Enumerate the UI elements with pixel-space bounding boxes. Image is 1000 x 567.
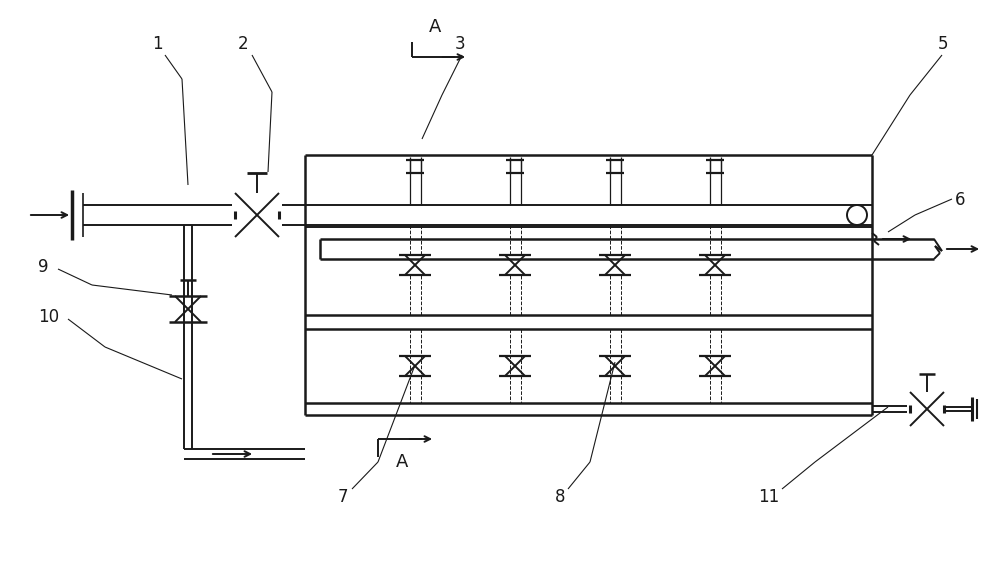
Text: 1: 1	[152, 35, 163, 53]
Text: 2: 2	[238, 35, 249, 53]
Text: A: A	[429, 18, 441, 36]
Text: 10: 10	[38, 308, 59, 326]
Text: 11: 11	[758, 488, 779, 506]
Text: 8: 8	[555, 488, 566, 506]
Text: 9: 9	[38, 258, 48, 276]
Circle shape	[847, 205, 867, 225]
Text: 5: 5	[938, 35, 949, 53]
Text: 3: 3	[455, 35, 466, 53]
Text: 7: 7	[338, 488, 349, 506]
Text: A: A	[396, 453, 408, 471]
Text: 6: 6	[955, 191, 966, 209]
